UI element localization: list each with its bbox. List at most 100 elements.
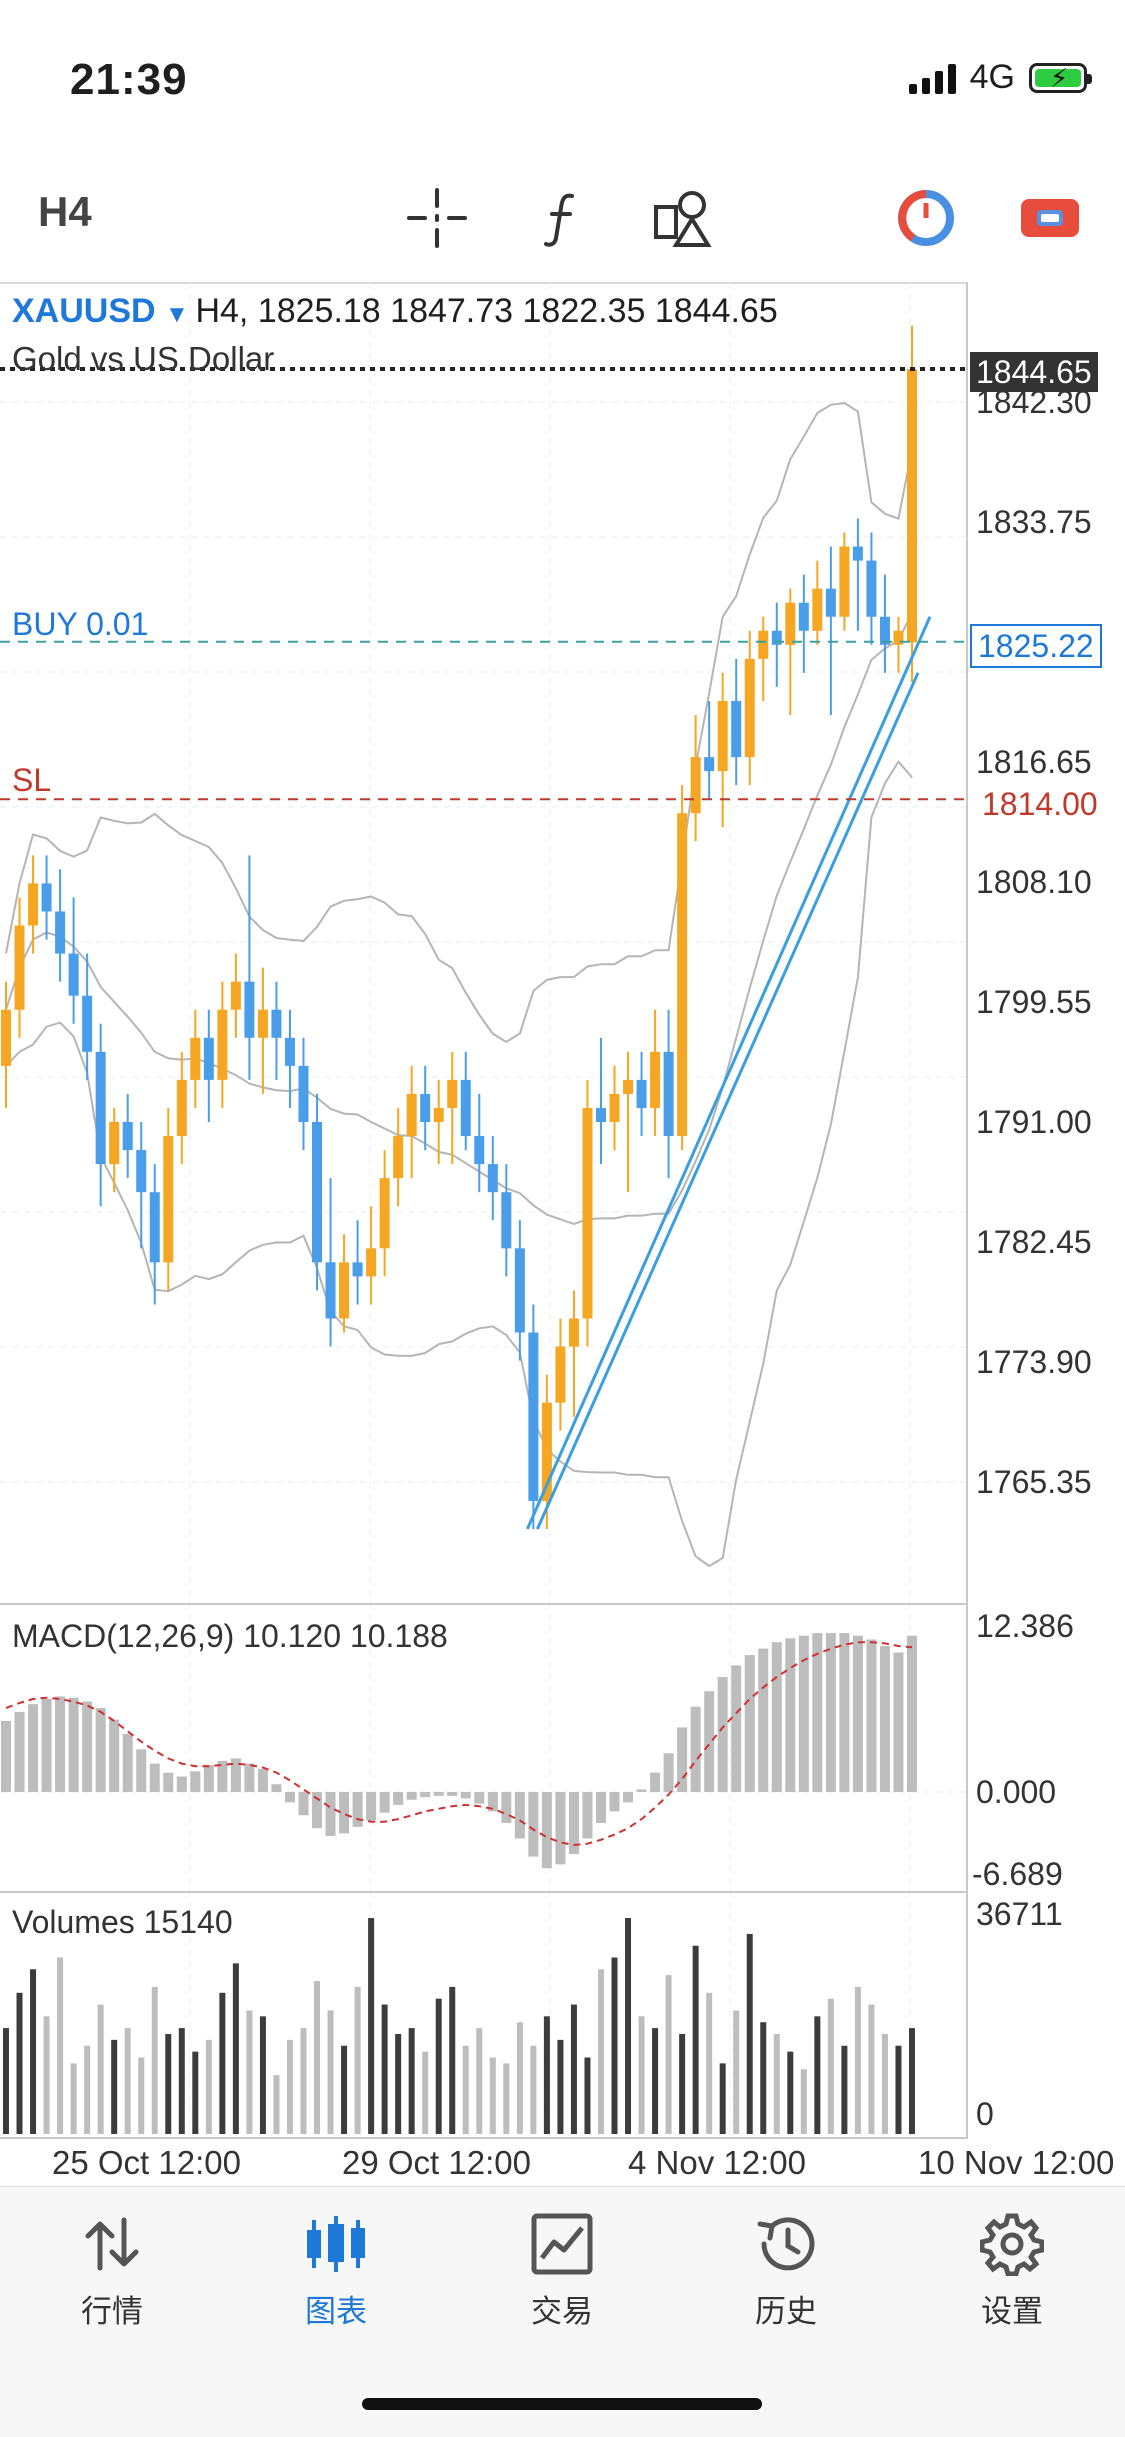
candle-body	[284, 1037, 295, 1066]
macd-bar	[352, 1792, 363, 1827]
volume-bar	[516, 2022, 523, 2134]
volume-bar	[462, 2045, 469, 2134]
candle-body	[217, 1009, 228, 1080]
macd-bar	[82, 1701, 93, 1792]
price-scale-label: 1765.35	[976, 1464, 1092, 1500]
volume-bar	[570, 2004, 577, 2134]
timeframe-button[interactable]: H4	[38, 188, 92, 235]
volume-bar	[868, 2004, 875, 2134]
macd-bar	[230, 1758, 241, 1792]
volume-bar	[584, 2057, 591, 2134]
volume-bar	[435, 1998, 442, 2134]
symbol-name[interactable]: XAUUSD	[12, 292, 156, 330]
candle-body	[785, 602, 796, 645]
volume-bar	[165, 2033, 172, 2134]
candle-body	[541, 1402, 552, 1501]
volume-bar	[854, 1986, 861, 2134]
nav-label: 历史	[755, 2294, 817, 2329]
function-icon[interactable]	[522, 178, 602, 258]
candle-body	[460, 1079, 471, 1137]
volume-scale-label: 0	[976, 2096, 994, 2132]
macd-bar	[825, 1633, 836, 1792]
trade-icon	[531, 2213, 593, 2275]
macd-bar	[623, 1792, 634, 1803]
objects-icon[interactable]	[645, 178, 725, 258]
candle-body	[595, 1107, 606, 1122]
account-switch-icon[interactable]	[1010, 178, 1090, 258]
nav-chart[interactable]: 图表	[266, 2212, 406, 2331]
macd-bar	[785, 1638, 796, 1792]
nav-quotes[interactable]: 行情	[42, 2212, 182, 2331]
chart-area[interactable]	[0, 282, 968, 2138]
volume-bar	[124, 2028, 131, 2134]
candle-body	[839, 546, 850, 617]
stop-loss-label[interactable]: SL	[12, 762, 52, 798]
chart-canvas[interactable]	[0, 282, 1125, 2142]
volume-bar	[300, 2028, 307, 2134]
status-time: 21:39	[70, 55, 188, 104]
candle-body	[852, 546, 863, 561]
macd-bar	[406, 1792, 417, 1800]
candle-body	[366, 1248, 377, 1277]
nav-trade[interactable]: 交易	[492, 2212, 632, 2331]
volume-bar	[557, 2039, 564, 2134]
volume-bar	[692, 1945, 699, 2134]
volume-bar	[16, 1992, 23, 2134]
candle-body	[244, 981, 255, 1038]
bollinger-middle	[5, 612, 913, 1226]
macd-bar	[501, 1792, 512, 1824]
crosshair-icon[interactable]	[397, 178, 477, 258]
macd-bar	[690, 1706, 701, 1792]
indicators-icon[interactable]	[886, 178, 966, 258]
volume-bar	[151, 1986, 158, 2134]
symbol-dropdown-icon[interactable]: ▼	[165, 301, 196, 328]
stop-loss-price-tag: 1814.00	[982, 786, 1098, 822]
nav-history[interactable]: 历史	[716, 2212, 856, 2331]
macd-bar	[528, 1792, 539, 1857]
macd-bar	[68, 1697, 79, 1792]
macd-bar	[257, 1768, 268, 1792]
nav-label: 交易	[531, 2294, 593, 2329]
price-scale-label: 1773.90	[976, 1344, 1092, 1380]
macd-bar	[325, 1792, 336, 1836]
macd-bar	[109, 1719, 120, 1792]
buy-price-tag: 1825.22	[970, 624, 1102, 668]
price-scale-label: 1791.00	[976, 1104, 1092, 1140]
macd-bar	[636, 1789, 647, 1792]
nav-label: 行情	[81, 2294, 143, 2329]
candle-body	[298, 1065, 309, 1122]
macd-bar	[433, 1792, 444, 1796]
candle-body	[663, 1051, 674, 1137]
macd-bar	[284, 1792, 295, 1803]
volume-bar	[489, 2057, 496, 2134]
volume-bar	[97, 2004, 104, 2134]
candle-body	[528, 1332, 539, 1501]
volume-bar	[205, 2039, 212, 2134]
macd-bar	[366, 1792, 377, 1821]
macd-bar	[812, 1633, 823, 1792]
candle-body	[555, 1346, 566, 1403]
macd-bar	[568, 1792, 579, 1855]
macd-bar	[663, 1753, 674, 1792]
quotes-icon	[85, 2217, 139, 2271]
candle-body	[14, 925, 25, 1010]
candle-body	[514, 1248, 525, 1333]
candle-body	[474, 1136, 485, 1165]
candle-body	[393, 1136, 404, 1179]
macd-bar	[677, 1727, 688, 1792]
macd-bar	[447, 1792, 458, 1796]
volume-bar	[138, 2057, 145, 2134]
candle-body	[325, 1262, 336, 1319]
home-indicator[interactable]	[362, 2398, 762, 2410]
macd-bar	[866, 1639, 877, 1792]
volumes-label: Volumes 15140	[12, 1904, 233, 1940]
volume-bar	[895, 2045, 902, 2134]
volume-bar	[408, 2028, 415, 2134]
volume-bar	[286, 2039, 293, 2134]
candle-body	[122, 1122, 133, 1151]
nav-settings[interactable]: 设置	[942, 2212, 1082, 2331]
candle-body	[109, 1122, 120, 1165]
volume-bar	[314, 1981, 321, 2134]
buy-order-label[interactable]: BUY 0.01	[12, 606, 149, 642]
volume-bar	[341, 2045, 348, 2134]
